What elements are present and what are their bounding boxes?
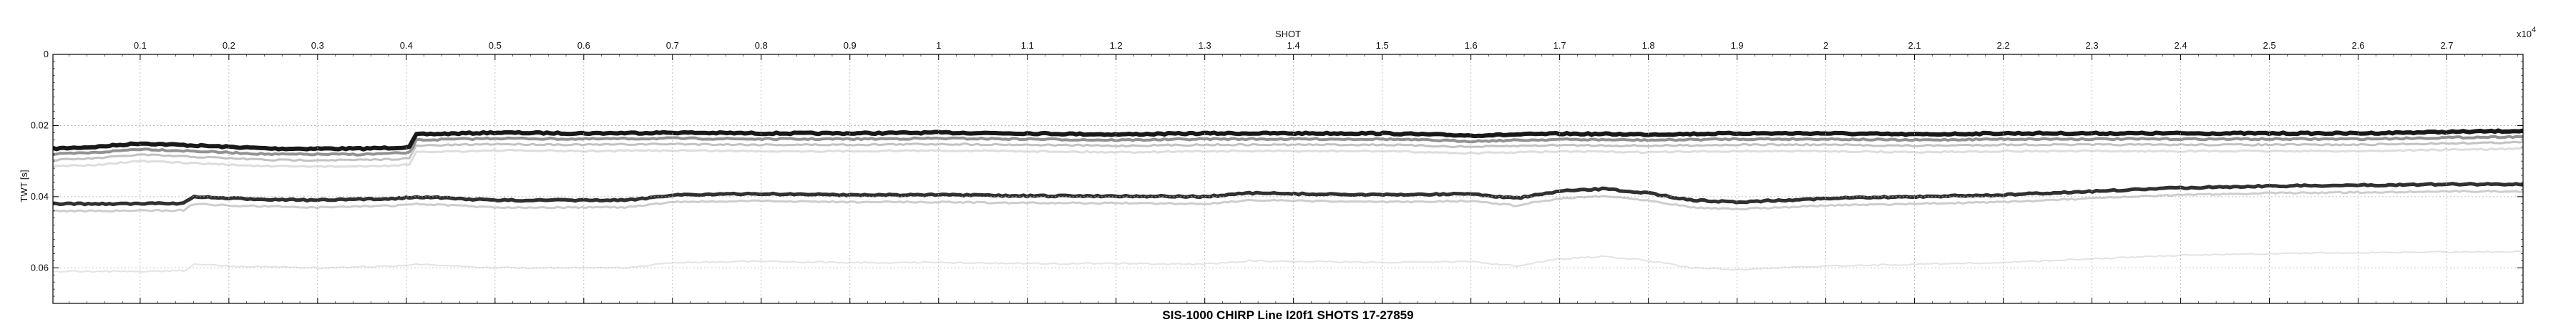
y-tick-label: 0.04 bbox=[31, 191, 49, 202]
subbottom-reflector bbox=[53, 182, 2523, 207]
y-ticks: 0 0.02 0.04 0.06 bbox=[31, 49, 2523, 304]
x-tick-label: 1.9 bbox=[1731, 40, 1744, 51]
x-tick-label: 1.5 bbox=[1376, 40, 1389, 51]
x-tick-label: 0.9 bbox=[844, 40, 857, 51]
x-tick-label: 2.6 bbox=[2351, 40, 2364, 51]
grid-layer bbox=[53, 54, 2523, 303]
y-tick-label: 0 bbox=[44, 49, 49, 59]
x-axis-multiplier-base: x10 bbox=[2517, 29, 2532, 39]
y-tick-label: 0.06 bbox=[31, 262, 49, 273]
x-tick-label: 2.1 bbox=[1908, 40, 1921, 51]
x-axis-multiplier: x104 bbox=[2517, 26, 2536, 39]
x-ticks: 0.1 0.2 0.3 0.4 0.5 0.6 0.7 0.8 0.9 1 1.1 1.2 1.3 1.4… bbox=[69, 40, 2518, 303]
x-tick-label: 2.4 bbox=[2175, 40, 2187, 51]
x-tick-label: 0.5 bbox=[489, 40, 502, 51]
x-tick-label: 2.7 bbox=[2440, 40, 2453, 51]
x-axis-multiplier-exponent: 4 bbox=[2532, 26, 2536, 34]
chart-title: SIS-1000 CHIRP Line l20f1 SHOTS 17-27859 bbox=[1162, 308, 1413, 322]
axes-frame bbox=[52, 54, 2524, 304]
reflector-layer bbox=[53, 128, 2523, 273]
x-tick-label: 0.2 bbox=[223, 40, 235, 51]
x-tick-label: 0.8 bbox=[755, 40, 768, 51]
seafloor-ringing-band bbox=[53, 135, 2523, 157]
x-tick-label: 2.2 bbox=[1997, 40, 2010, 51]
x-tick-label: 0.4 bbox=[400, 40, 413, 51]
x-tick-label: 1 bbox=[936, 40, 941, 51]
x-tick-label: 0.3 bbox=[311, 40, 324, 51]
x-tick-label: 2.5 bbox=[2263, 40, 2275, 51]
x-axis-label: SHOT bbox=[1275, 29, 1301, 39]
y-axis-label: TWT [s] bbox=[19, 170, 29, 202]
x-tick-label: 0.6 bbox=[577, 40, 590, 51]
plot-area bbox=[53, 54, 2523, 303]
x-tick-label: 1.2 bbox=[1110, 40, 1123, 51]
x-tick-label: 0.1 bbox=[134, 40, 147, 51]
y-tick-label: 0.02 bbox=[31, 119, 49, 130]
x-tick-label: 1.8 bbox=[1642, 40, 1655, 51]
x-tick-label: 1.1 bbox=[1021, 40, 1034, 51]
x-tick-label: 0.7 bbox=[666, 40, 679, 51]
seafloor-ringing-band bbox=[53, 147, 2523, 168]
x-tick-label: 1.4 bbox=[1287, 40, 1300, 51]
seafloor-reflector bbox=[53, 128, 2523, 152]
x-tick-label: 2.3 bbox=[2086, 40, 2099, 51]
plot-background bbox=[53, 54, 2523, 303]
x-tick-label: 1.3 bbox=[1199, 40, 1211, 51]
deep-faint-reflector bbox=[53, 250, 2523, 273]
subbottom-ringing-band bbox=[53, 190, 2523, 213]
x-tick-label: 1.7 bbox=[1553, 40, 1566, 51]
seafloor-ringing-band bbox=[53, 140, 2523, 162]
x-tick-label: 2 bbox=[1823, 40, 1828, 51]
x-tick-label: 1.6 bbox=[1465, 40, 1478, 51]
